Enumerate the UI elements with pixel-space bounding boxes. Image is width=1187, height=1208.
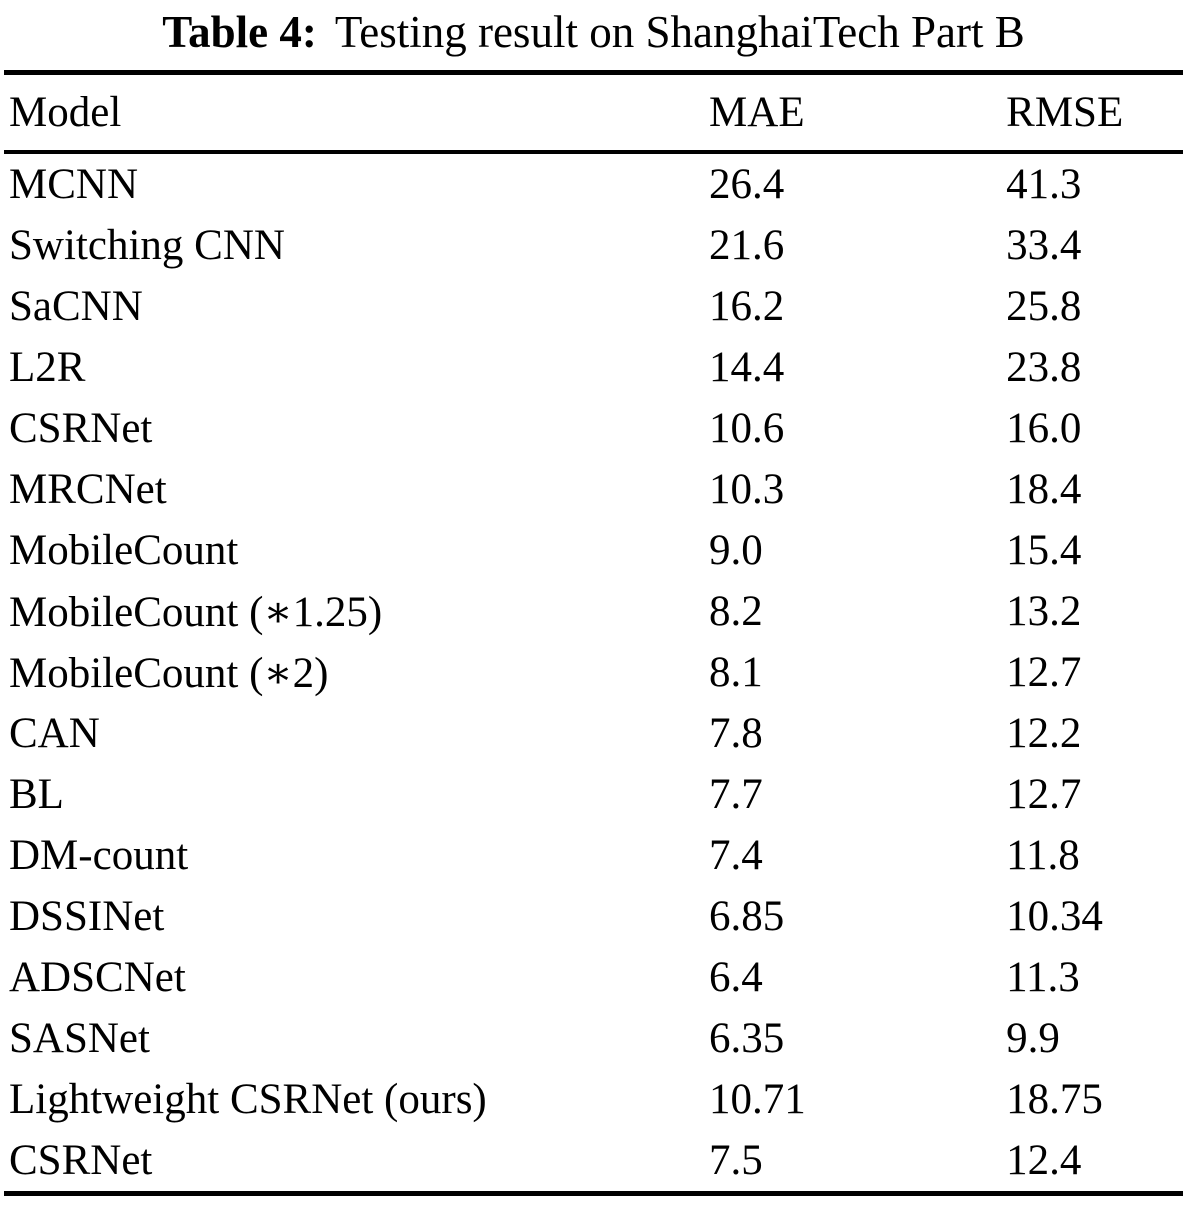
table-caption-label: Table 4: (162, 7, 317, 57)
table-row: DM-count 7.4 11.8 (4, 825, 1183, 886)
mae-cell: 10.6 (709, 405, 785, 452)
table-row: MRCNet 10.3 18.4 (4, 459, 1183, 520)
model-cell: CSRNet (9, 1137, 153, 1184)
model-cell: CSRNet (9, 405, 153, 452)
results-table: Model MAE RMSE MCNN 26.4 41.3 Switching … (4, 70, 1183, 1196)
table-row: MCNN 26.4 41.3 (4, 152, 1183, 215)
model-cell: Switching CNN (9, 222, 285, 269)
header-row: Model MAE RMSE (4, 73, 1183, 152)
mae-cell: 10.71 (709, 1076, 806, 1123)
rmse-cell: 15.4 (1006, 527, 1082, 574)
rmse-cell: 12.7 (1006, 771, 1082, 818)
model-cell: SASNet (9, 1015, 150, 1062)
rmse-cell: 11.3 (1006, 954, 1080, 1001)
rmse-cell: 11.8 (1006, 832, 1080, 879)
table-row: CAN 7.8 12.2 (4, 703, 1183, 764)
mae-cell: 14.4 (709, 344, 785, 391)
mae-cell: 6.4 (709, 954, 763, 1001)
column-header-rmse: RMSE (1006, 89, 1124, 136)
table-header: Model MAE RMSE (4, 73, 1183, 152)
mae-cell: 7.5 (709, 1137, 763, 1184)
table-row: Switching CNN 21.6 33.4 (4, 215, 1183, 276)
table-row: CSRNet 7.5 12.4 (4, 1130, 1183, 1194)
mae-cell: 8.2 (709, 588, 763, 635)
table-row: CSRNet 10.6 16.0 (4, 398, 1183, 459)
model-cell: MobileCount (9, 527, 239, 574)
model-cell: MRCNet (9, 466, 167, 513)
mae-cell: 16.2 (709, 283, 785, 330)
table-row: SASNet 6.35 9.9 (4, 1008, 1183, 1069)
rmse-cell: 18.75 (1006, 1076, 1103, 1123)
model-cell: DSSINet (9, 893, 165, 940)
mae-cell: 7.8 (709, 710, 763, 757)
mae-cell: 6.85 (709, 893, 785, 940)
table-row: MobileCount 9.0 15.4 (4, 520, 1183, 581)
mae-cell: 9.0 (709, 527, 763, 574)
table-caption: Table 4: Testing result on ShanghaiTech P… (0, 0, 1187, 70)
mae-cell: 26.4 (709, 161, 785, 208)
mae-cell: 8.1 (709, 649, 763, 696)
model-cell: SaCNN (9, 283, 143, 330)
model-cell: L2R (9, 344, 86, 391)
rmse-cell: 25.8 (1006, 283, 1082, 330)
mae-cell: 6.35 (709, 1015, 785, 1062)
model-cell: BL (9, 771, 64, 818)
mae-cell: 21.6 (709, 222, 785, 269)
mae-cell: 7.4 (709, 832, 763, 879)
model-cell: MobileCount (∗1.25) (9, 588, 383, 636)
model-cell: MCNN (9, 161, 139, 208)
table-row: ADSCNet 6.4 11.3 (4, 947, 1183, 1008)
table-row: L2R 14.4 23.8 (4, 337, 1183, 398)
model-cell: ADSCNet (9, 954, 186, 1001)
rmse-cell: 9.9 (1006, 1015, 1060, 1062)
rmse-cell: 16.0 (1006, 405, 1082, 452)
table-row: MobileCount (∗2) 8.1 12.7 (4, 642, 1183, 703)
table-body: MCNN 26.4 41.3 Switching CNN 21.6 33.4 S… (4, 152, 1183, 1194)
mae-cell: 10.3 (709, 466, 785, 513)
column-header-model: Model (9, 89, 122, 136)
table-row: SaCNN 16.2 25.8 (4, 276, 1183, 337)
model-cell: CAN (9, 710, 100, 757)
model-cell: MobileCount (∗2) (9, 649, 329, 697)
model-cell: Lightweight CSRNet (ours) (9, 1076, 487, 1123)
model-cell: DM-count (9, 832, 189, 879)
rmse-cell: 13.2 (1006, 588, 1082, 635)
rmse-cell: 41.3 (1006, 161, 1082, 208)
table-row: Lightweight CSRNet (ours) 10.71 18.75 (4, 1069, 1183, 1130)
rmse-cell: 10.34 (1006, 893, 1103, 940)
column-header-mae: MAE (709, 89, 805, 136)
rmse-cell: 12.2 (1006, 710, 1082, 757)
rmse-cell: 33.4 (1006, 222, 1082, 269)
mae-cell: 7.7 (709, 771, 763, 818)
table-row: DSSINet 6.85 10.34 (4, 886, 1183, 947)
rmse-cell: 12.4 (1006, 1137, 1082, 1184)
rmse-cell: 12.7 (1006, 649, 1082, 696)
table-row: BL 7.7 12.7 (4, 764, 1183, 825)
rmse-cell: 18.4 (1006, 466, 1082, 513)
table-row: MobileCount (∗1.25) 8.2 13.2 (4, 581, 1183, 642)
table-caption-text: Testing result on ShanghaiTech Part B (334, 7, 1025, 57)
rmse-cell: 23.8 (1006, 344, 1082, 391)
